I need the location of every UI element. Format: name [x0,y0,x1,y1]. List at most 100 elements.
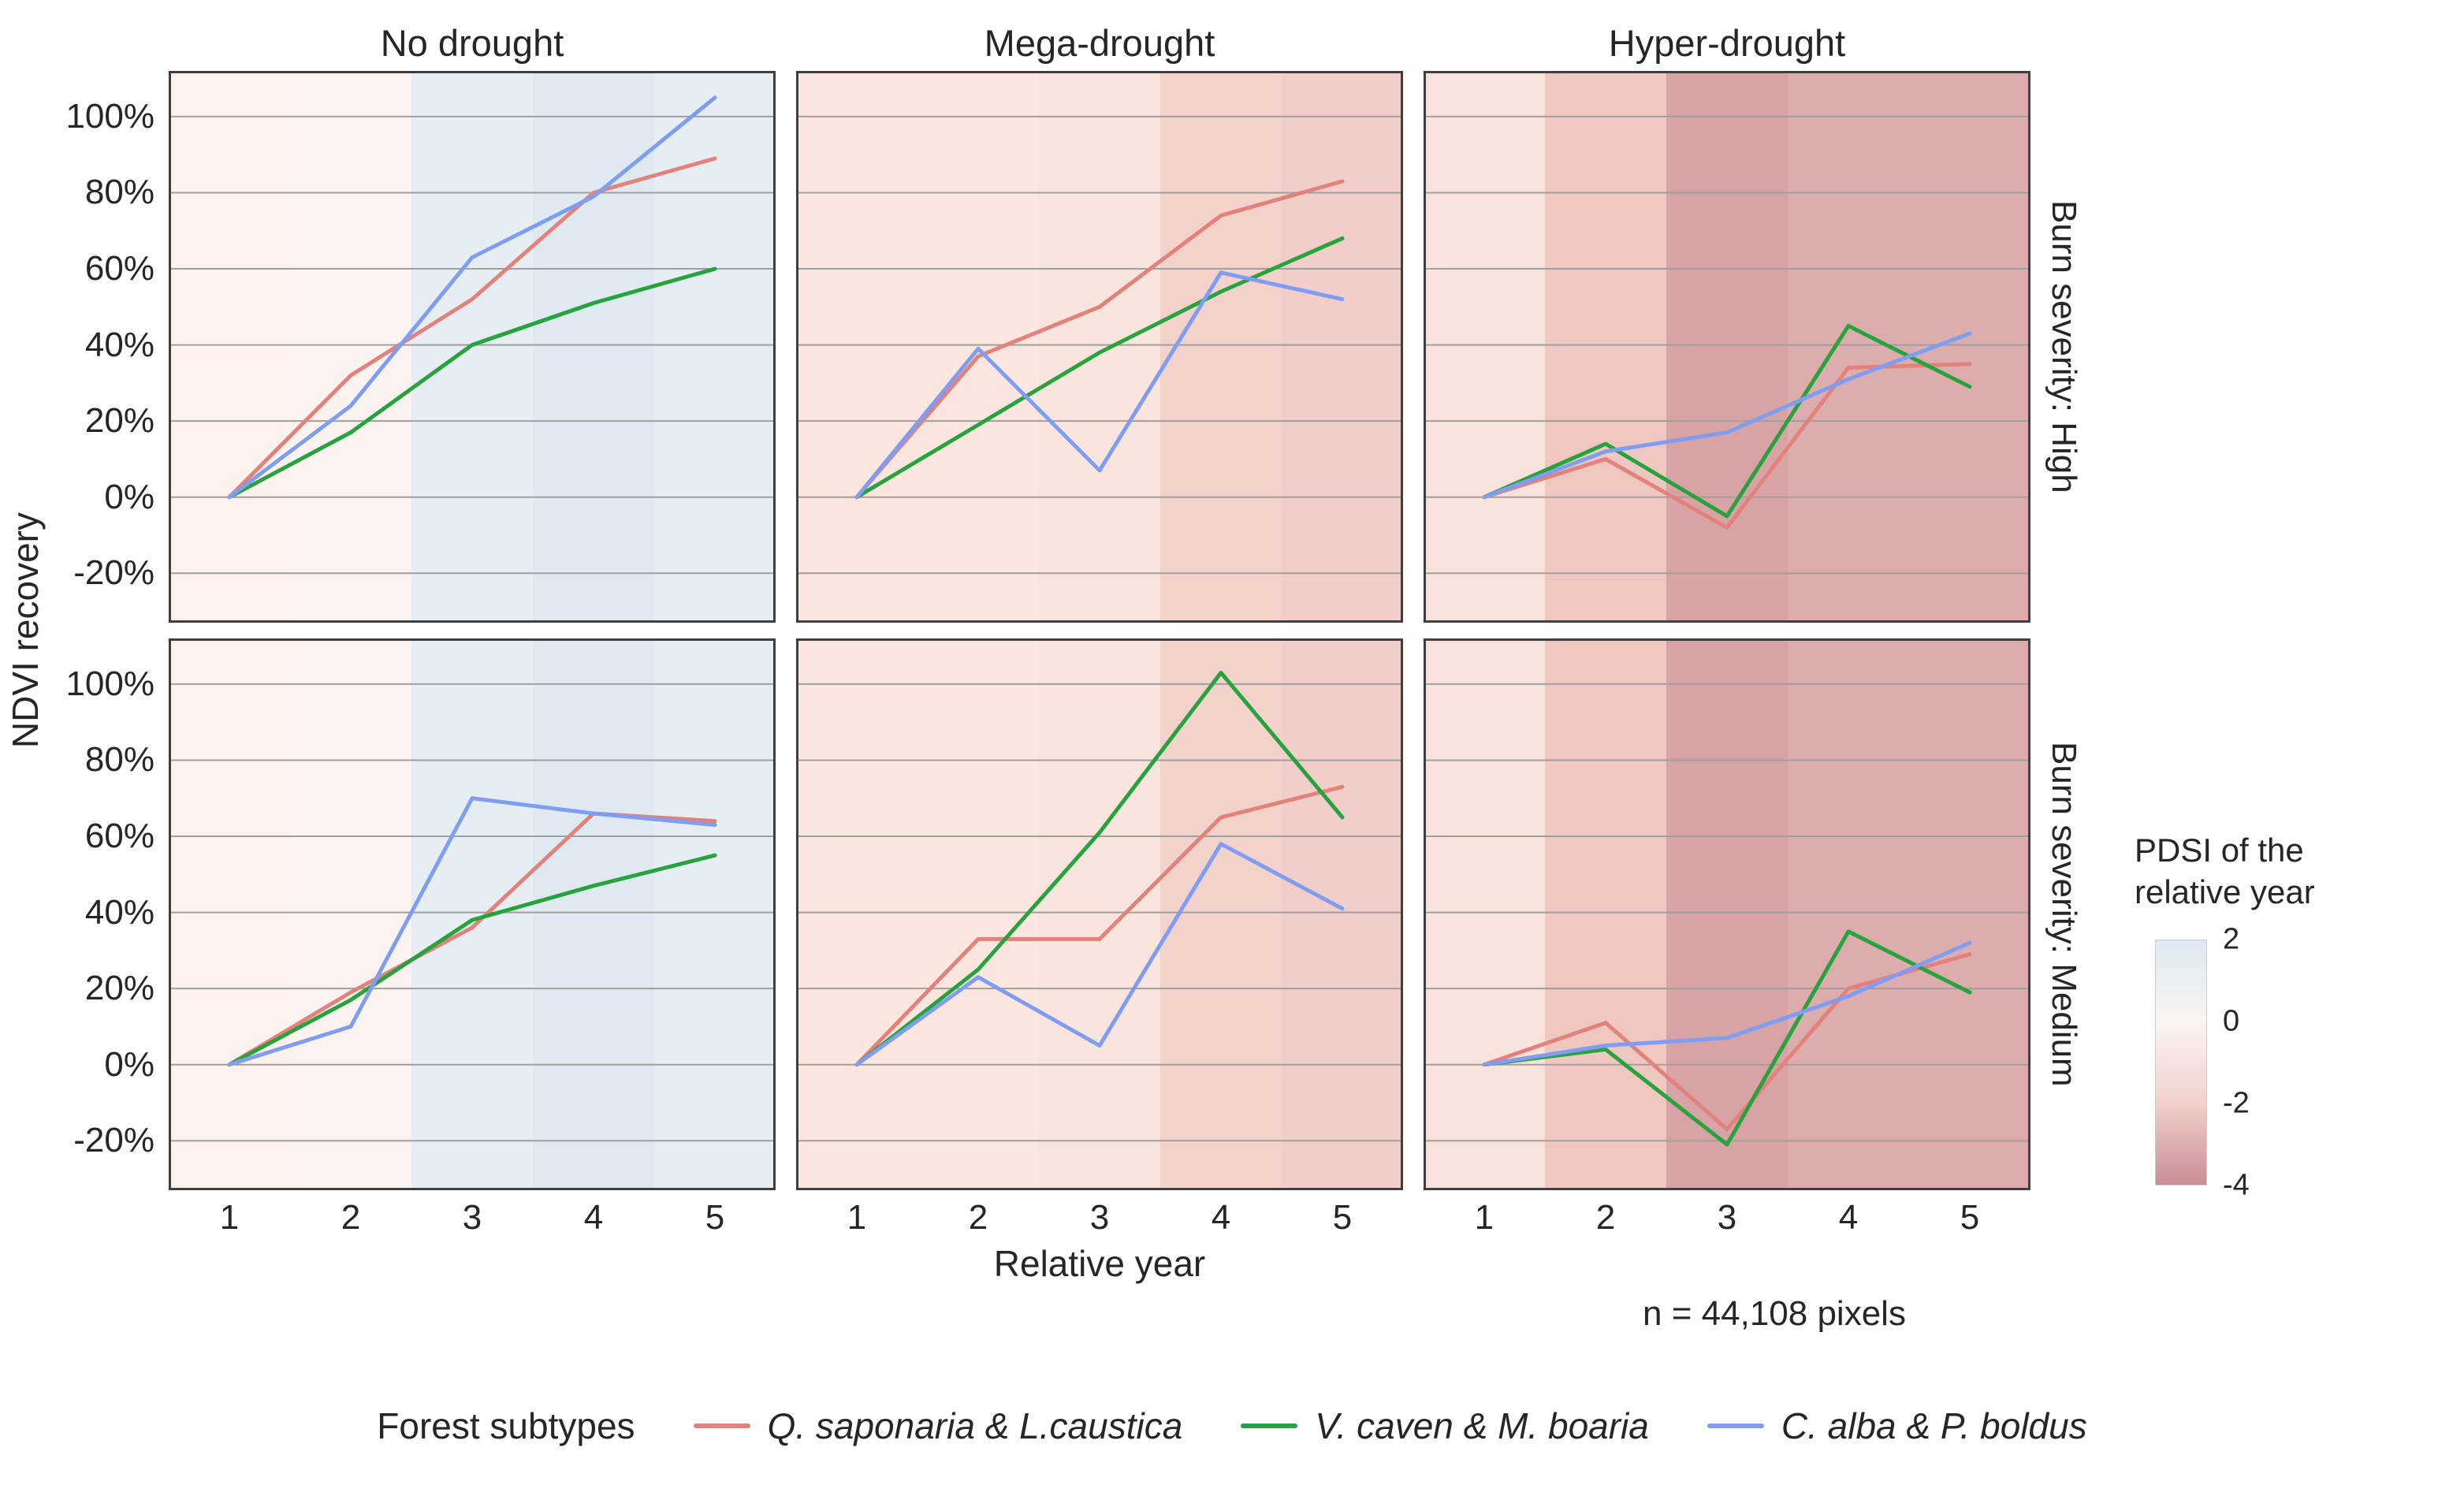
x-tick-labels-no-drought: 1 2 3 4 5 [169,1190,776,1242]
x-tick-label: 4 [1838,1198,1859,1237]
x-axis-title-text: Relative year [993,1243,1206,1284]
series-line-green [227,266,717,500]
strip-label-burn-severity-high: Burn severity: High [2030,71,2097,623]
legend-item-v-caven: V. caven & M. boaria [1241,1405,1649,1447]
x-tick-label: 4 [1211,1198,1231,1237]
pdsi-band [533,71,655,623]
facet-title-text: Hyper-drought [1608,22,1846,64]
pdsi-band [1666,71,1788,623]
y-tick-label: 0% [104,1044,154,1084]
y-tick-labels-medium: 100% 80% 60% 40% 20% 0% -20% [50,638,169,1190]
x-tick-label: 2 [1595,1198,1616,1237]
pdsi-band [1282,638,1403,1190]
pdsi-tick-label: -2 [2223,1086,2250,1120]
pdsi-tick-label: 0 [2223,1004,2240,1038]
forest-legend-title: Forest subtypes [377,1405,635,1446]
x-tick-label: 2 [341,1198,361,1237]
sample-size-note: n = 44,108 pixels [1424,1288,2030,1340]
pdsi-legend: PDSI of the relative year 2 0 -2 -4 [2097,71,2464,1202]
x-tick-labels-hyper-drought: 1 2 3 4 5 [1424,1190,2030,1242]
forest-subtypes-legend: Forest subtypes Q. saponaria & L.caustic… [0,1340,2464,1511]
pdsi-band [1545,638,1667,1190]
panel-medium-mega-drought [796,638,1403,1190]
series-line-red [854,784,1345,1067]
panel-medium-no-drought [169,638,776,1190]
y-tick-label: 60% [84,817,154,856]
pdsi-band [796,638,918,1190]
series-line-green [854,670,1345,1067]
panel-border [1424,71,2030,623]
pdsi-band [1909,638,2030,1190]
x-tick-label: 5 [705,1198,725,1237]
x-tick-label: 3 [1717,1198,1737,1237]
pdsi-tick-label: -4 [2223,1168,2250,1202]
pdsi-band [654,638,776,1190]
x-tick-label: 3 [462,1198,482,1237]
panel-border [796,71,1403,623]
facet-title-text: No drought [380,22,564,64]
series-line-green [1482,323,1972,519]
pdsi-band [796,71,918,623]
x-tick-label: 3 [1089,1198,1110,1237]
facet-title-hyper-drought: Hyper-drought [1424,20,2030,71]
panel-high-hyper-drought [1424,71,2030,623]
panel-border [796,638,1403,1190]
pdsi-band [1545,71,1667,623]
x-axis-title: Relative year [796,1242,1403,1288]
y-tick-label: 80% [84,173,154,212]
pdsi-band [290,71,412,623]
facet-title-text: Mega-drought [984,22,1215,64]
y-tick-label: 0% [104,477,154,516]
pdsi-band [1788,638,1910,1190]
series-line-red [854,179,1345,500]
pdsi-colorbar [2155,940,2207,1185]
pdsi-band [290,638,412,1190]
legend-item-c-alba: C. alba & P. boldus [1707,1405,2087,1447]
pdsi-band [1666,638,1788,1190]
x-tick-label: 5 [1960,1198,1980,1237]
series-line-blue [1482,331,1972,500]
pdsi-band [1282,71,1403,623]
pdsi-band [169,71,291,623]
y-tick-label: 40% [84,892,154,932]
y-tick-label: -20% [73,1121,154,1160]
pdsi-band [1424,638,1546,1190]
legend-item-label: V. caven & M. boaria [1315,1405,1649,1446]
panel-medium-hyper-drought [1424,638,2030,1190]
series-line-red [1482,362,1972,530]
strip-label-text: Burn severity: Medium [2045,742,2083,1087]
y-tick-label: 100% [65,664,154,703]
pdsi-band [169,638,291,1190]
legend-item-label: Q. saponaria & L.caustica [767,1405,1183,1446]
sample-size-text: n = 44,108 pixels [1643,1294,1906,1333]
y-tick-label: 20% [84,401,154,441]
x-tick-label: 5 [1332,1198,1353,1237]
y-tick-label: 80% [84,740,154,780]
red-line-swatch [693,1423,750,1428]
series-line-blue [854,270,1345,500]
pdsi-colorbar-wrap: 2 0 -2 -4 [2155,923,2250,1202]
x-tick-labels-mega-drought: 1 2 3 4 5 [796,1190,1403,1242]
facet-title-no-drought: No drought [169,20,776,71]
series-line-green [854,236,1345,500]
strip-label-text: Burn severity: High [2045,200,2083,493]
strip-label-burn-severity-medium: Burn severity: Medium [2030,638,2097,1190]
facet-title-mega-drought: Mega-drought [796,20,1403,71]
x-tick-label: 4 [583,1198,604,1237]
y-axis-title: NDVI recovery [0,71,50,1190]
series-line-blue [1482,940,1972,1067]
pdsi-band [917,638,1040,1190]
y-tick-label: 100% [65,96,154,136]
y-tick-label: 60% [84,249,154,288]
series-line-green [1482,929,1972,1147]
pdsi-band [654,71,776,623]
y-tick-label: -20% [73,553,154,593]
pdsi-legend-title: PDSI of the relative year [2135,832,2315,910]
series-line-blue [227,95,717,500]
pdsi-band [411,638,534,1190]
y-tick-label: 20% [84,969,154,1008]
green-line-swatch [1241,1423,1298,1428]
x-tick-label: 1 [847,1198,867,1237]
pdsi-band [533,638,655,1190]
pdsi-band [1424,71,1546,623]
